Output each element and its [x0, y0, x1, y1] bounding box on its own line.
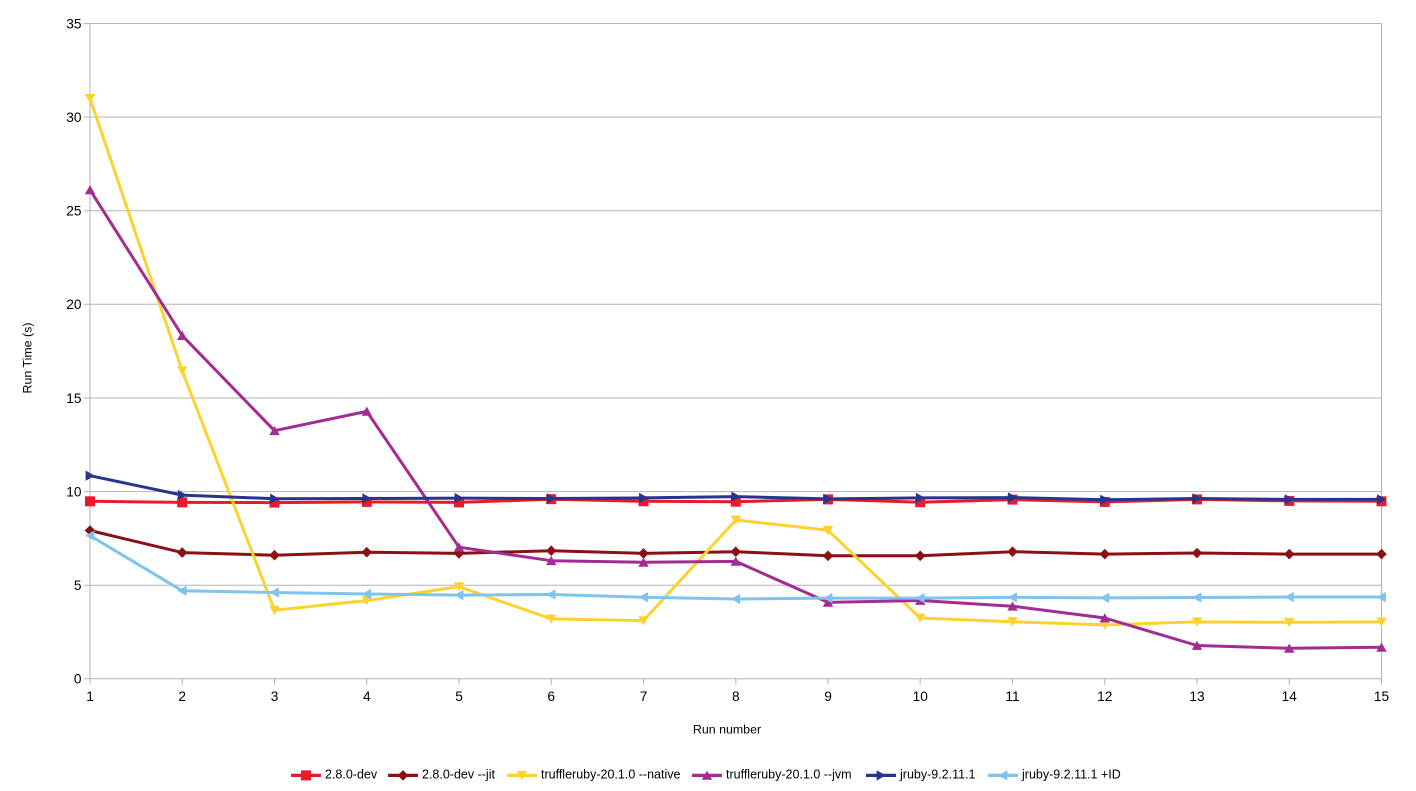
svg-text:25: 25 — [66, 204, 82, 219]
svg-text:5: 5 — [455, 689, 463, 704]
svg-text:2.8.0-dev --jit: 2.8.0-dev --jit — [422, 768, 495, 782]
svg-text:2: 2 — [178, 689, 186, 704]
svg-text:1: 1 — [86, 689, 94, 704]
svg-text:7: 7 — [640, 689, 648, 704]
svg-text:9: 9 — [824, 689, 832, 704]
svg-text:jruby-9.2.11.1: jruby-9.2.11.1 — [899, 768, 976, 782]
svg-text:5: 5 — [74, 578, 82, 593]
svg-text:15: 15 — [1374, 689, 1390, 704]
svg-text:jruby-9.2.11.1 +ID: jruby-9.2.11.1 +ID — [1021, 768, 1121, 782]
svg-text:30: 30 — [66, 110, 82, 125]
svg-text:Run number: Run number — [693, 723, 761, 737]
svg-text:15: 15 — [66, 391, 82, 406]
svg-text:truffleruby-20.1.0 --native: truffleruby-20.1.0 --native — [541, 768, 680, 782]
svg-text:35: 35 — [66, 16, 82, 31]
svg-text:10: 10 — [913, 689, 929, 704]
svg-text:11: 11 — [1005, 689, 1019, 704]
svg-text:13: 13 — [1189, 689, 1205, 704]
svg-text:0: 0 — [74, 672, 82, 687]
svg-text:Run Time (s): Run Time (s) — [21, 323, 35, 394]
svg-text:6: 6 — [547, 689, 555, 704]
svg-text:3: 3 — [271, 689, 279, 704]
svg-text:14: 14 — [1282, 689, 1298, 704]
svg-text:2.8.0-dev: 2.8.0-dev — [325, 768, 378, 782]
svg-text:4: 4 — [363, 689, 371, 704]
svg-text:20: 20 — [66, 297, 82, 312]
svg-text:truffleruby-20.1.0 --jvm: truffleruby-20.1.0 --jvm — [726, 768, 852, 782]
svg-text:10: 10 — [66, 485, 82, 500]
svg-text:12: 12 — [1097, 689, 1112, 704]
svg-text:8: 8 — [732, 689, 740, 704]
